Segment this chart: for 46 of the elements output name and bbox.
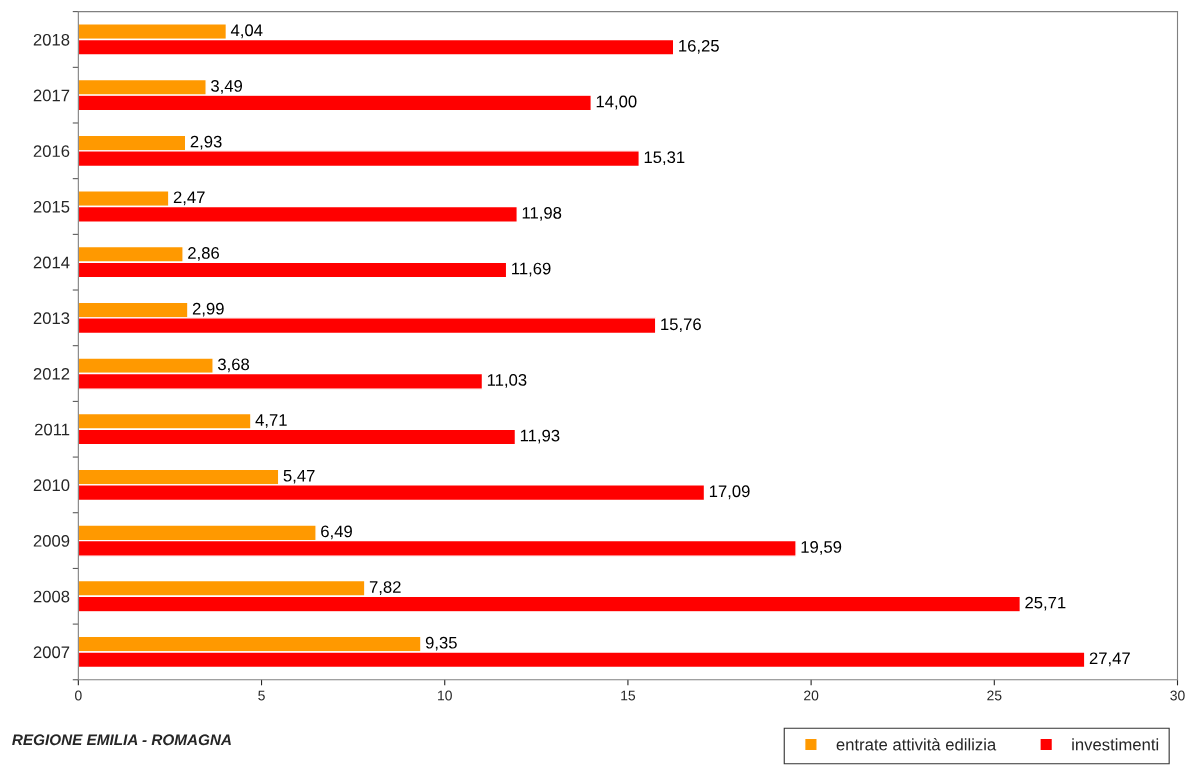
legend-label: investimenti [1072, 738, 1159, 751]
data-label: 3,49 [211, 80, 243, 94]
data-label: 19,59 [801, 541, 842, 555]
data-label: 17,09 [709, 485, 750, 500]
y-tick-label: 2008 [33, 590, 70, 603]
y-tick-label: 2017 [33, 89, 70, 102]
x-tick-label: 0 [75, 690, 82, 701]
x-tick-label: 20 [804, 690, 819, 701]
y-tick-label: 2007 [33, 646, 70, 659]
data-label: 4,04 [230, 24, 263, 39]
y-tick-label: 2012 [33, 367, 70, 380]
y-tick-label: 2013 [33, 312, 70, 325]
y-tick-label: 2011 [35, 423, 70, 436]
data-label: 4,71 [255, 414, 287, 428]
legend-label: entrate attività edilizia [836, 738, 997, 751]
y-tick-label: 2015 [33, 200, 70, 213]
x-tick-label: 15 [621, 690, 636, 701]
x-tick-label: 5 [258, 690, 265, 701]
data-label: 2,93 [190, 135, 222, 150]
y-tick-label: 2018 [33, 33, 70, 46]
data-label: 11,98 [522, 206, 562, 221]
text: REGIONE EMILIA - ROMAGNA [12, 734, 231, 746]
data-label: 25,71 [1025, 596, 1066, 611]
data-label: 7,82 [369, 581, 401, 595]
data-label: 11,03 [487, 374, 527, 388]
data-label: 2,47 [173, 191, 205, 206]
x-tick-label: 30 [1170, 690, 1185, 701]
y-tick-label: 2010 [33, 479, 70, 492]
y-tick-label: 2014 [33, 256, 70, 269]
data-label: 5,47 [283, 469, 315, 484]
data-label: 15,76 [661, 318, 701, 333]
x-tick-label: 25 [987, 690, 1002, 701]
data-label: 16,25 [679, 39, 719, 54]
data-label: 2,86 [188, 247, 219, 261]
y-tick-label: 2016 [33, 145, 70, 158]
data-label: 2,99 [192, 302, 224, 317]
y-tick-label: 2009 [33, 534, 70, 547]
x-tick-label: 10 [438, 690, 452, 701]
data-label: 9,35 [425, 636, 457, 651]
data-label: 14,00 [596, 95, 637, 110]
data-label: 11,69 [512, 262, 551, 277]
data-label: 3,68 [217, 358, 250, 373]
data-label: 6,49 [321, 525, 352, 540]
data-label: 11,93 [520, 429, 560, 444]
data-label: 27,47 [1089, 652, 1130, 667]
data-label: 15,31 [644, 151, 685, 166]
